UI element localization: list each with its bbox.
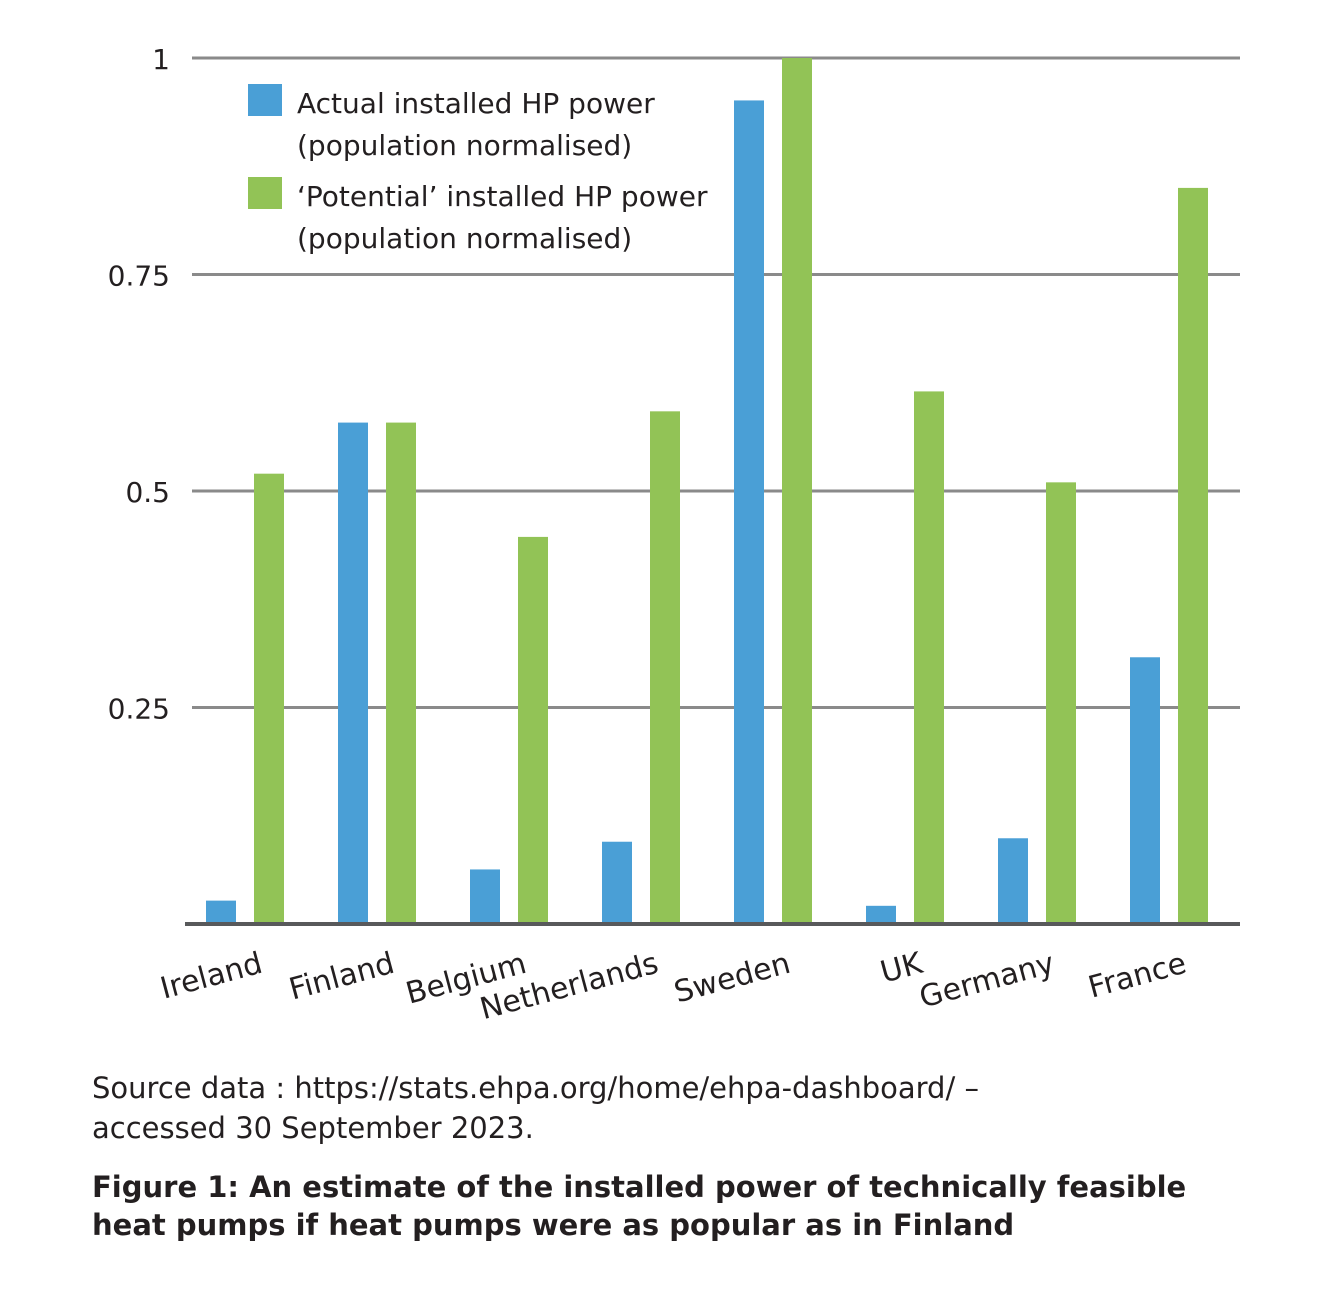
bar-actual-germany	[998, 838, 1028, 924]
figure-caption: Figure 1: An estimate of the installed p…	[92, 1170, 1187, 1242]
y-tick-label: 0.25	[108, 693, 170, 726]
bar-actual-sweden	[734, 100, 764, 924]
bar-chart: 0.250.50.751 Ireland Finland BelgiumNether…	[108, 43, 1240, 1027]
bar-potential-finland	[386, 422, 416, 924]
bar-potential-ireland	[254, 473, 284, 924]
bar-potential-germany	[1046, 482, 1076, 924]
bar-actual-france	[1130, 657, 1160, 924]
x-tick-label: France	[1085, 946, 1190, 1006]
bar-potential-uk	[914, 391, 944, 924]
bar-actual-ireland	[206, 900, 236, 924]
y-axis-ticks: 0.25 0.5 0.75 1	[108, 43, 170, 726]
legend-label: ‘Potential’ installed HP power	[297, 180, 708, 213]
bar-potential-belgium	[518, 536, 548, 924]
bar-potential-france	[1178, 187, 1208, 924]
legend-label: Actual installed HP power	[297, 87, 655, 120]
y-tick-label: 0.75	[108, 260, 170, 293]
x-tick-label: Sweden	[670, 946, 794, 1010]
legend: Actual installed HP power (population nor…	[248, 84, 708, 255]
x-tick-label: Finland	[285, 946, 398, 1008]
legend-swatch-actual	[248, 84, 282, 116]
legend-swatch-potential	[248, 177, 282, 209]
y-tick-label: 1	[152, 43, 170, 76]
bar-potential-sweden	[782, 58, 812, 924]
x-tick-label: Ireland	[157, 946, 266, 1007]
source-note: Source data : https://stats.ehpa.org/hom…	[92, 1071, 979, 1145]
bars	[206, 58, 1208, 924]
bar-actual-netherlands	[602, 841, 632, 924]
y-tick-label: 0.5	[125, 476, 170, 509]
bar-potential-netherlands	[650, 411, 680, 924]
legend-label: (population normalised)	[297, 222, 632, 255]
bar-actual-uk	[866, 905, 896, 924]
bar-actual-finland	[338, 422, 368, 924]
bar-actual-belgium	[470, 869, 500, 924]
legend-label: (population normalised)	[297, 129, 632, 162]
x-tick-label: Germany	[916, 946, 1058, 1015]
